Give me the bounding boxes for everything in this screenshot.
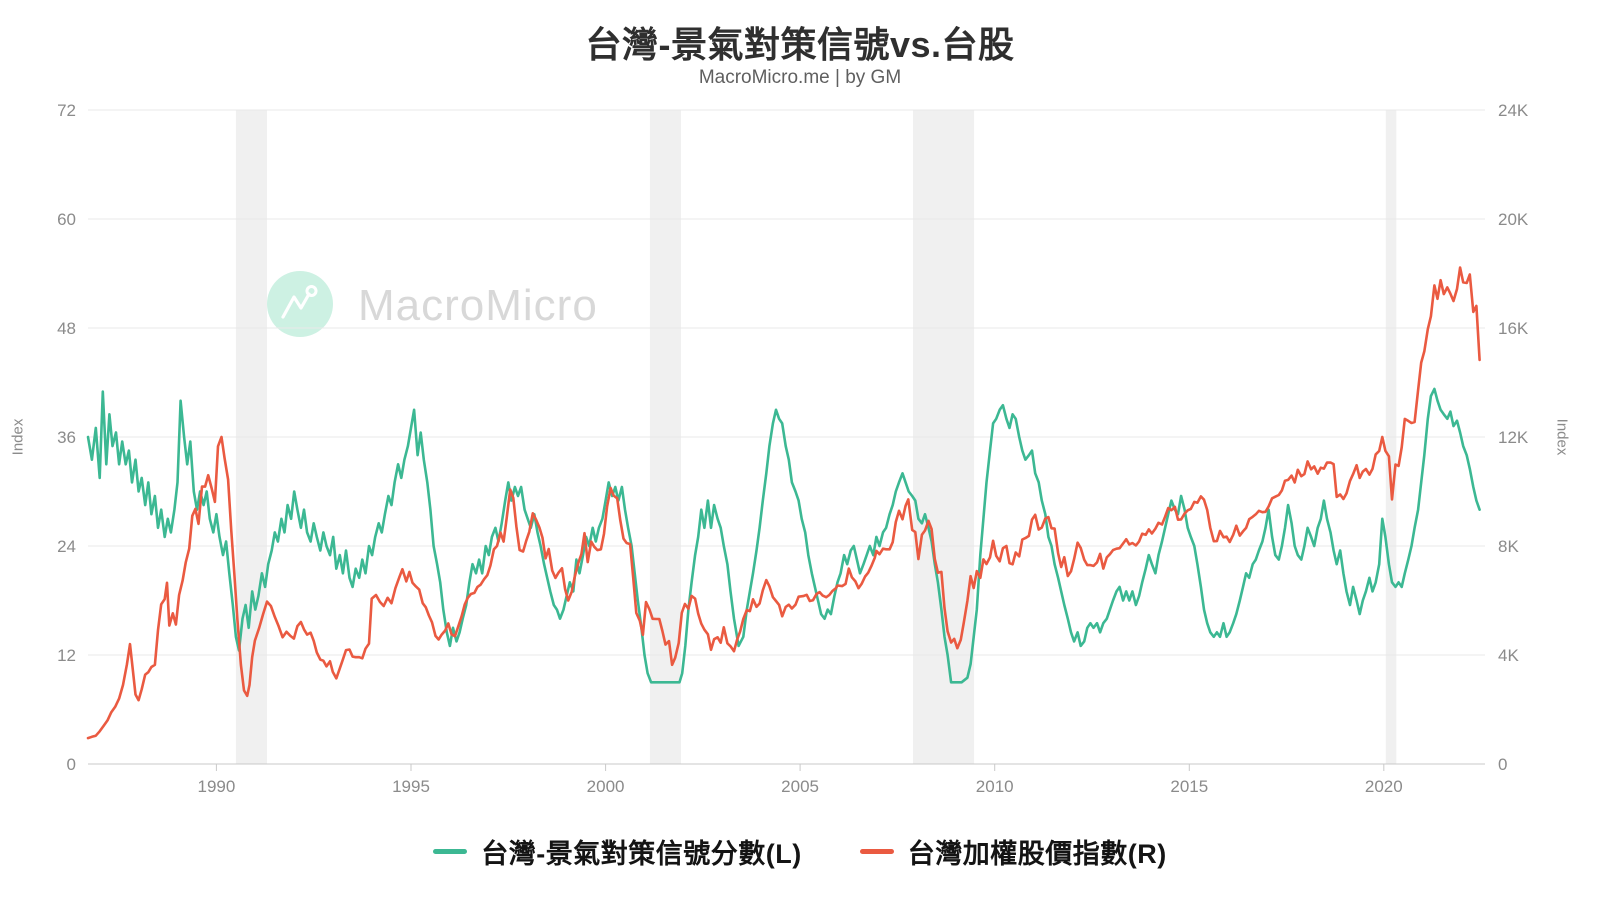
right-axis-tick-label: 16K (1498, 319, 1529, 338)
right-axis-tick-label: 8K (1498, 537, 1519, 556)
left-axis-tick-label: 24 (57, 537, 76, 556)
right-axis-tick-label: 20K (1498, 210, 1529, 229)
legend-item-signal-score[interactable]: 台灣-景氣對策信號分數(L) (433, 832, 801, 871)
left-axis-tick-label: 12 (57, 646, 76, 665)
left-axis-tick-label: 36 (57, 428, 76, 447)
right-axis-tick-label: 24K (1498, 101, 1529, 120)
watermark-text: MacroMicro (358, 281, 598, 330)
series-line-taiex[interactable] (86, 266, 1481, 740)
series-line-signal-score[interactable] (86, 387, 1481, 684)
legend-swatch-taiex (859, 849, 894, 854)
x-axis-tick-label: 2005 (781, 777, 819, 796)
page-title: 台灣-景氣對策信號vs.台股 (585, 24, 1015, 65)
right-axis-tick-label: 4K (1498, 646, 1519, 665)
x-axis-tick-label: 2015 (1170, 777, 1208, 796)
x-axis-tick-label: 1990 (197, 777, 235, 796)
legend: 台灣-景氣對策信號分數(L) 台灣加權股價指數(R) (0, 832, 1600, 871)
left-axis-tick-label: 48 (57, 319, 76, 338)
legend-item-taiex[interactable]: 台灣加權股價指數(R) (859, 832, 1167, 871)
page-subtitle: MacroMicro.me | by GM (698, 67, 902, 88)
x-axis-tick-label: 2020 (1365, 777, 1403, 796)
chart-plot[interactable]: MacroMicro 0 12 24 36 48 60 72 0 4K 8K 12K 16K 20K 24K… (0, 0, 1600, 820)
x-axis-tick-label: 2010 (976, 777, 1014, 796)
x-axis-tick-label: 1995 (392, 777, 430, 796)
left-axis-tick-label: 72 (57, 101, 76, 120)
legend-swatch-signal (433, 849, 468, 854)
right-axis-tick-label: 12K (1498, 428, 1529, 447)
watermark-logo-dot-icon (305, 285, 318, 297)
legend-label-taiex: 台灣加權股價指數(R) (907, 839, 1167, 869)
legend-label-signal: 台灣-景氣對策信號分數(L) (481, 839, 802, 869)
left-axis-tick-label: 60 (57, 210, 76, 229)
x-axis-tick-label: 2000 (587, 777, 625, 796)
watermark-logo-zigzag-icon (281, 292, 311, 319)
right-axis-tick-label: 0 (1498, 755, 1507, 774)
left-axis-tick-label: 0 (67, 755, 76, 774)
